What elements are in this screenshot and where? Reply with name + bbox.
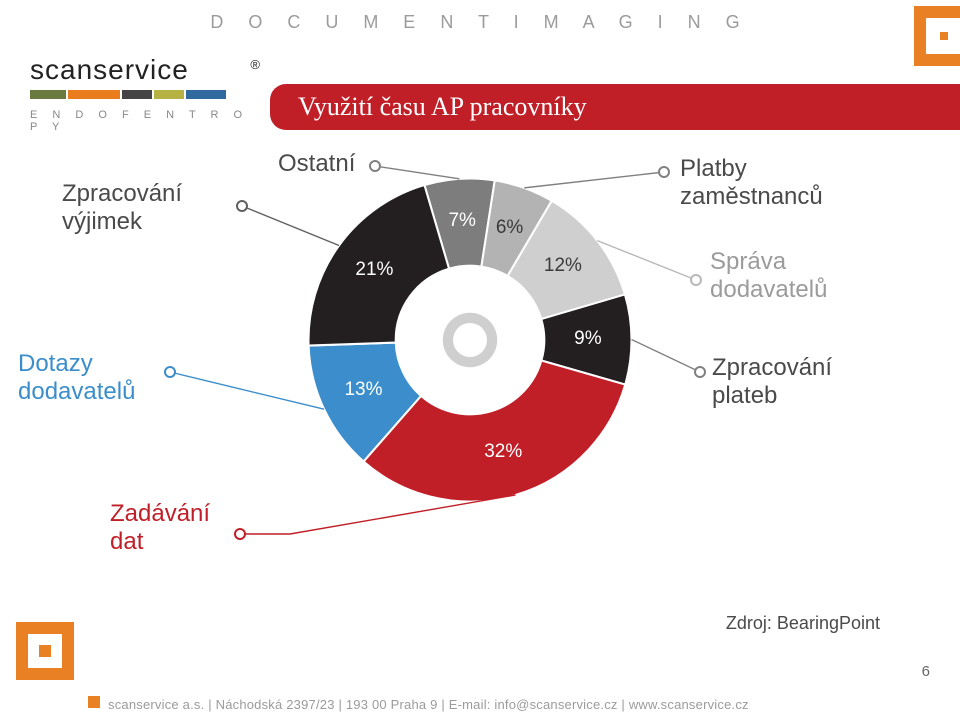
callout-dotazy: Dotazy dodavatelů (18, 350, 135, 405)
callout-dotazy-l2: dodavatelů (18, 378, 135, 405)
decoration-square-top-right (914, 6, 960, 66)
callout-zadavani: Zadávání dat (110, 500, 210, 555)
callout-marker (695, 367, 705, 377)
callout-marker (659, 167, 669, 177)
callout-ostatni: Ostatní (278, 150, 355, 178)
callout-zadavani-l1: Zadávání (110, 500, 210, 527)
page-number: 6 (922, 663, 930, 680)
donut-slice-vyjimky (309, 185, 450, 346)
callout-sprava: Správa dodavatelů (710, 248, 827, 303)
callout-platby: Platby zaměstnanců (680, 155, 823, 210)
callout-zpplateb-l2: plateb (712, 382, 777, 409)
callout-vyjimky: Zpracování výjimek (62, 180, 182, 235)
donut-chart (300, 170, 640, 510)
callout-platby-l1: Platby (680, 155, 747, 182)
callout-zpplateb: Zpracování plateb (712, 354, 832, 409)
logo-brandname: scanservice (30, 54, 189, 85)
logo-bars-icon (30, 90, 250, 99)
footer-bullet-icon (88, 696, 100, 708)
callout-marker (165, 367, 175, 377)
callout-vyjimky-l2: výjimek (62, 208, 142, 235)
callout-vyjimky-l1: Zpracování (62, 180, 182, 207)
slide: { "header": { "doc_imaging": "D O C U M … (0, 0, 960, 720)
callout-platby-l2: zaměstnanců (680, 183, 823, 210)
decoration-square-bottom-left (16, 622, 74, 680)
callout-zadavani-l2: dat (110, 528, 143, 555)
source-label: Zdroj: BearingPoint (726, 613, 880, 634)
callout-dotazy-l1: Dotazy (18, 350, 93, 377)
donut-center-dot (453, 323, 487, 357)
callout-sprava-l1: Správa (710, 248, 786, 275)
logo-tagline: E N D O F E N T R O P Y (30, 109, 250, 133)
callout-marker (691, 275, 701, 285)
callout-marker (235, 529, 245, 539)
doc-imaging-label: D O C U M E N T I M A G I N G (0, 12, 960, 33)
callout-marker (237, 201, 247, 211)
logo-registered-icon: ® (250, 57, 260, 72)
chart-area: 7%6%12%9%32%13%21% Zpracování výjimek Os… (0, 140, 960, 640)
footer-text: scanservice a.s. | Náchodská 2397/23 | 1… (108, 697, 749, 712)
callout-line (631, 339, 700, 372)
callout-zpplateb-l1: Zpracování (712, 354, 832, 381)
callout-sprava-l2: dodavatelů (710, 276, 827, 303)
logo: scanservice ® E N D O F E N T R O P Y (30, 54, 250, 133)
slide-title: Využití času AP pracovníky (270, 84, 960, 130)
